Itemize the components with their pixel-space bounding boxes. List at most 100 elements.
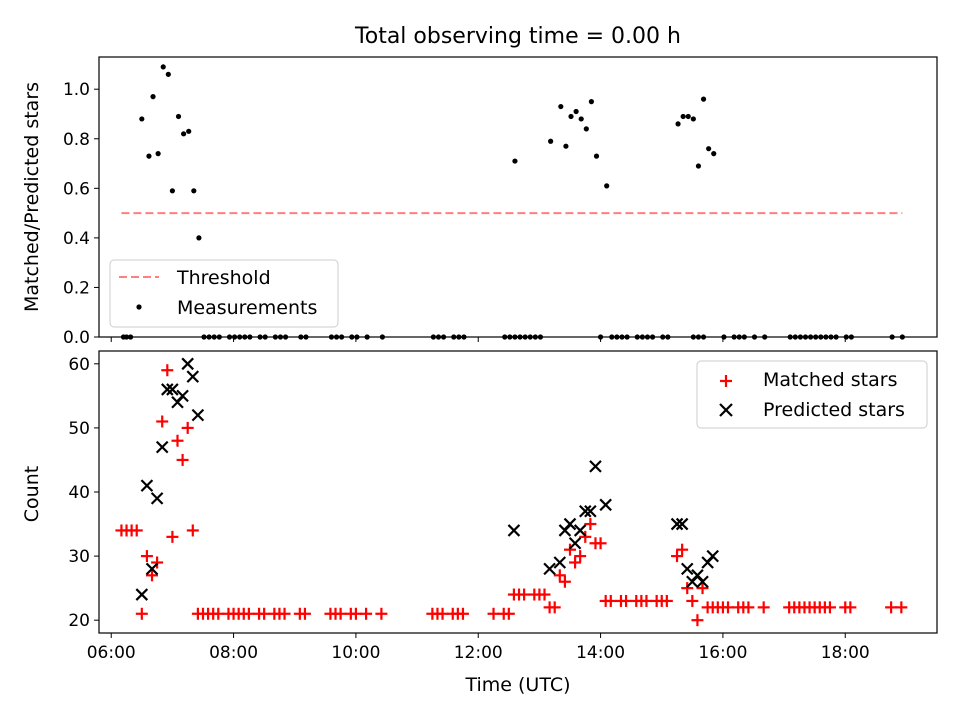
measurements-legend-label: Measurements (177, 297, 317, 319)
matched-point (135, 607, 148, 620)
matched-point (456, 607, 469, 620)
threshold-legend-label: Threshold (176, 267, 271, 289)
bottom-x-tick-label: 08:00 (209, 643, 258, 663)
predicted-point (150, 492, 164, 505)
predicted-point (599, 498, 612, 512)
predicted-point (140, 479, 154, 492)
matched-point (258, 607, 271, 620)
measurement-point (512, 158, 518, 164)
measurement-point (583, 126, 589, 132)
bottom-y-tick-label: 20 (68, 611, 90, 631)
measurement-point (695, 163, 702, 169)
predicted-point (568, 536, 582, 550)
matched-point (181, 421, 194, 434)
top-y-tick-label: 0.4 (63, 229, 90, 249)
matched-point (594, 537, 607, 550)
matched-point (278, 607, 291, 620)
predicted-point (589, 460, 602, 473)
bottom-plot-content (115, 357, 908, 627)
matched-point (151, 556, 164, 569)
predicted-point (145, 562, 159, 576)
matched-point (298, 607, 311, 620)
matched-point (742, 601, 755, 614)
matched-point (691, 614, 704, 627)
predicted-point (579, 504, 592, 518)
measurement-point (186, 128, 192, 134)
predicted-point (176, 389, 189, 403)
bottom-y-axis-label: Count (21, 466, 43, 522)
predicted-legend-label: Predicted stars (763, 399, 905, 421)
matched-point (604, 594, 617, 607)
measurement-point (675, 121, 681, 127)
top-x-ticks (110, 337, 846, 342)
top-y-axis: 0.0 0.2 0.4 0.6 0.8 1.0 (63, 80, 99, 348)
matched-point (823, 601, 836, 614)
measurement-point (680, 113, 686, 120)
predicted-point (706, 549, 719, 563)
bottom-y-tick-label: 40 (68, 483, 90, 503)
bottom-legend: Matched stars Predicted stars (696, 360, 928, 429)
predicted-point (670, 517, 684, 531)
bottom-legend-box (696, 360, 928, 429)
measurement-point (588, 99, 595, 105)
predicted-point (543, 562, 556, 576)
bottom-x-tick-label: 16:00 (698, 643, 747, 663)
measurement-point (196, 235, 202, 241)
matched-point (844, 601, 857, 614)
measurement-point (548, 138, 554, 144)
matched-point (186, 524, 199, 537)
measurement-point (578, 116, 584, 122)
bottom-panel: 20 30 40 50 60 06:00 08:00 10:00 12:00 14:00 16:0… (21, 350, 938, 696)
matched-point (558, 575, 571, 588)
predicted-point (186, 370, 200, 383)
matched-point (676, 543, 689, 556)
measurement-point (690, 116, 696, 122)
predicted-point (181, 357, 194, 371)
matched-point (487, 607, 500, 620)
measurements-legend-swatch (136, 304, 142, 310)
top-y-tick-label: 0.8 (63, 130, 90, 150)
matched-point (166, 530, 179, 543)
matched-point (334, 607, 347, 620)
matched-point (360, 607, 373, 620)
predicted-point (507, 524, 521, 537)
top-panel: 0.0 0.2 0.4 0.6 0.8 1.0 Matched/Predicted sta… (21, 56, 938, 348)
bottom-x-tick-label: 06:00 (87, 643, 136, 663)
measurement-point (711, 151, 717, 157)
matched-point (212, 607, 225, 620)
chart-title: Total observing time = 0.00 h (354, 24, 681, 49)
top-axes-frame (98, 56, 938, 338)
matched-point (584, 518, 597, 531)
measurement-point (155, 151, 161, 157)
predicted-point (584, 504, 597, 518)
matched-point (349, 607, 362, 620)
measurement-point (165, 71, 171, 77)
matched-point (375, 607, 388, 620)
matched-point (436, 607, 449, 620)
predicted-point (166, 383, 179, 396)
matched-point (553, 569, 566, 582)
measurement-point (685, 113, 691, 120)
measurement-point (146, 153, 152, 159)
predicted-point (675, 517, 689, 531)
matched-point (686, 594, 699, 607)
matched-legend-label: Matched stars (763, 369, 897, 391)
matched-point (620, 594, 633, 607)
matched-point (156, 415, 169, 428)
measurement-point (181, 131, 187, 137)
matched-point (660, 594, 673, 607)
bottom-x-tick-label: 10:00 (331, 643, 380, 663)
measurement-point (558, 103, 564, 110)
top-y-tick-label: 0.6 (63, 179, 90, 199)
matched-point (146, 569, 159, 582)
x-axis-label: Time (UTC) (464, 674, 570, 696)
matched-point (538, 588, 551, 601)
matched-point (757, 601, 770, 614)
predicted-point (191, 408, 205, 422)
matched-point (671, 550, 684, 563)
predicted-point (680, 562, 694, 576)
matched-point (696, 582, 709, 595)
top-y-tick-label: 1.0 (63, 80, 90, 100)
bottom-x-tick-label: 18:00 (821, 643, 870, 663)
matched-point (161, 364, 174, 377)
